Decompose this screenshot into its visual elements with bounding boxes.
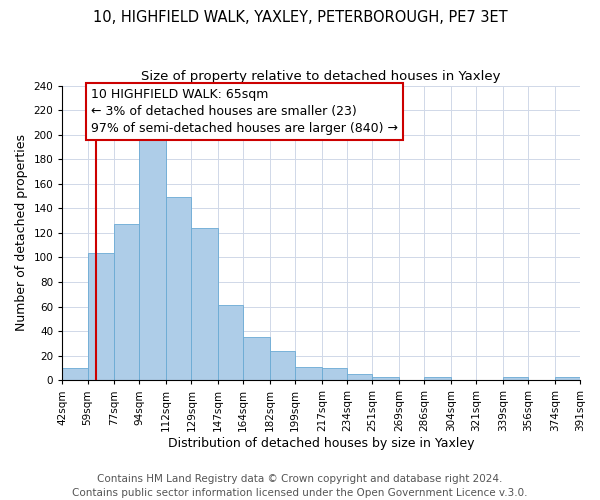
- Y-axis label: Number of detached properties: Number of detached properties: [15, 134, 28, 332]
- Bar: [555, 376, 580, 380]
- Bar: [88, 252, 114, 380]
- Bar: [424, 376, 451, 380]
- Bar: [373, 376, 399, 380]
- Bar: [347, 374, 373, 380]
- Bar: [243, 338, 270, 380]
- Bar: [191, 228, 218, 380]
- Bar: [139, 136, 166, 380]
- Text: 10, HIGHFIELD WALK, YAXLEY, PETERBOROUGH, PE7 3ET: 10, HIGHFIELD WALK, YAXLEY, PETERBOROUGH…: [92, 10, 508, 25]
- Bar: [270, 351, 295, 380]
- Text: Contains HM Land Registry data © Crown copyright and database right 2024.
Contai: Contains HM Land Registry data © Crown c…: [72, 474, 528, 498]
- Bar: [295, 367, 322, 380]
- X-axis label: Distribution of detached houses by size in Yaxley: Distribution of detached houses by size …: [168, 437, 475, 450]
- Bar: [218, 306, 243, 380]
- Bar: [503, 376, 528, 380]
- Title: Size of property relative to detached houses in Yaxley: Size of property relative to detached ho…: [142, 70, 501, 83]
- Bar: [62, 368, 88, 380]
- Bar: [114, 224, 139, 380]
- Bar: [166, 198, 191, 380]
- Text: 10 HIGHFIELD WALK: 65sqm
← 3% of detached houses are smaller (23)
97% of semi-de: 10 HIGHFIELD WALK: 65sqm ← 3% of detache…: [91, 88, 398, 135]
- Bar: [322, 368, 347, 380]
